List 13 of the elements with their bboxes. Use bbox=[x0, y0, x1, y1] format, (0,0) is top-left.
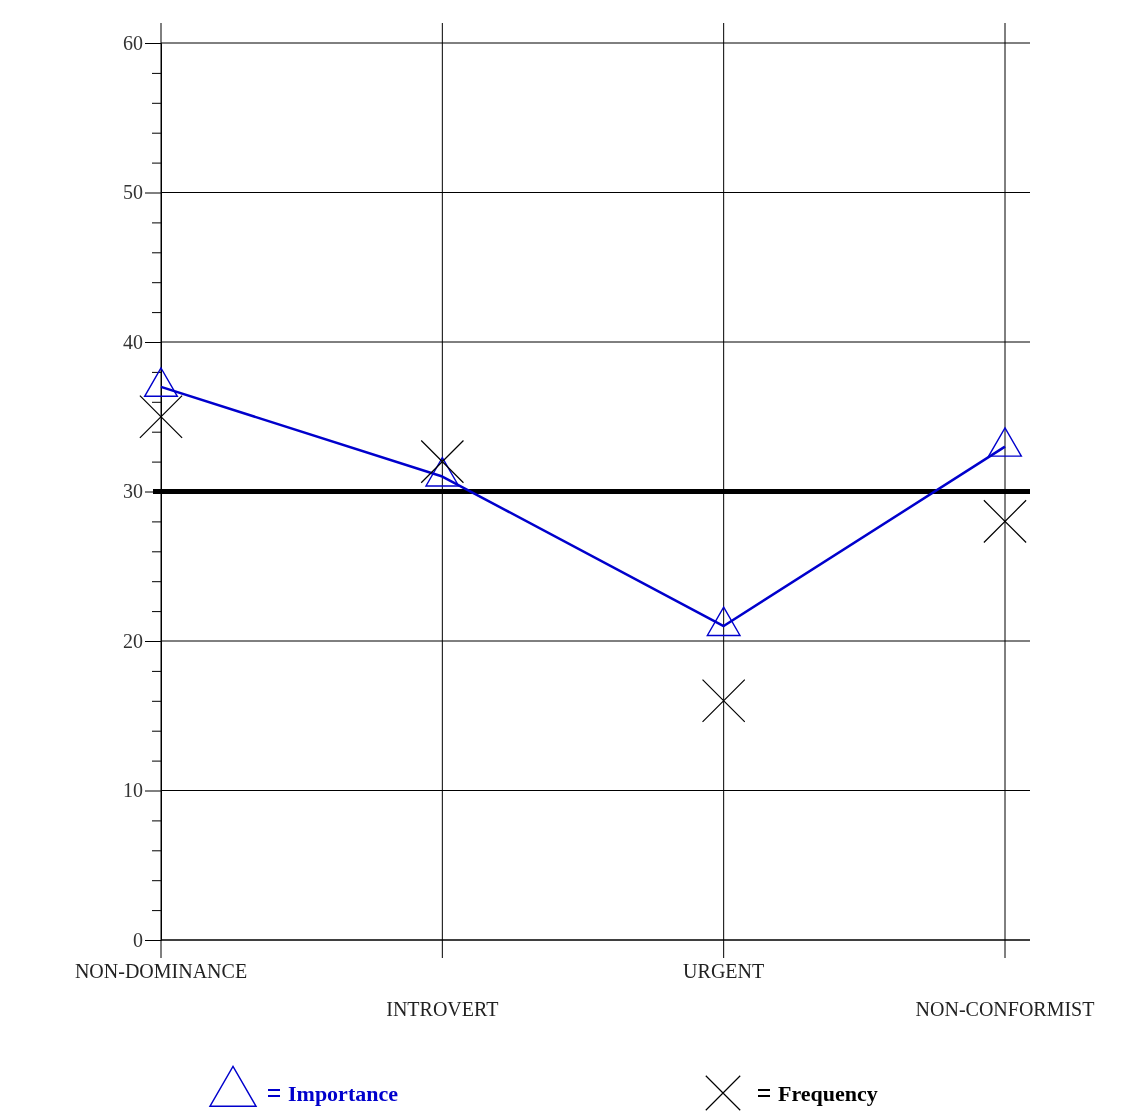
y-tick-label: 50 bbox=[123, 181, 143, 204]
y-tick-label: 10 bbox=[123, 779, 143, 802]
x-tick-label: INTROVERT bbox=[386, 998, 499, 1020]
x-tick-label: NON-DOMINANCE bbox=[74, 960, 248, 982]
x-tick-label: URGENT bbox=[683, 960, 765, 982]
legend-label: Frequency bbox=[778, 1080, 878, 1106]
x-tick-label: NON-CONFORMIST bbox=[915, 998, 1095, 1020]
y-tick-label: 30 bbox=[123, 480, 143, 503]
y-tick-label: 60 bbox=[123, 31, 143, 54]
y-tick-label: 20 bbox=[123, 629, 143, 652]
y-tick-label: 0 bbox=[133, 928, 143, 951]
legend-label: Importance bbox=[288, 1080, 399, 1106]
y-tick-label: 40 bbox=[123, 330, 143, 353]
